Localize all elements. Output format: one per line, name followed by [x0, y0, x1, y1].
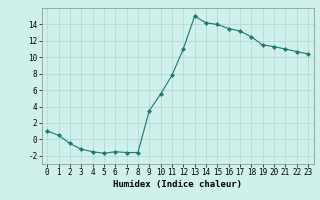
X-axis label: Humidex (Indice chaleur): Humidex (Indice chaleur)	[113, 180, 242, 189]
